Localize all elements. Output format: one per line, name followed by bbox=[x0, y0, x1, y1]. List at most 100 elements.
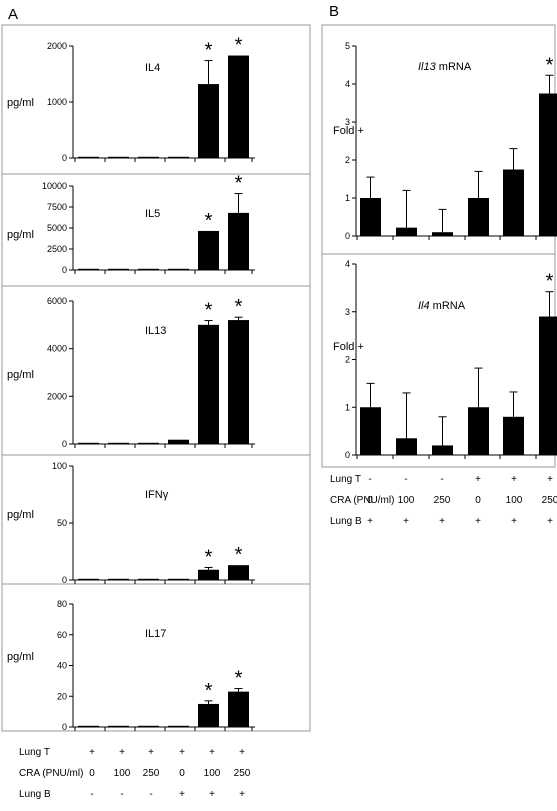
y-tick-label: 0 bbox=[62, 439, 67, 449]
condition-value: 250 bbox=[234, 768, 251, 779]
condition-value: 0 bbox=[367, 495, 373, 506]
bar bbox=[503, 169, 524, 236]
condition-value: - bbox=[440, 474, 443, 485]
y-tick-label: 5000 bbox=[47, 223, 67, 233]
significance-star: * bbox=[205, 546, 213, 568]
bar bbox=[539, 93, 557, 236]
condition-value: 0 bbox=[89, 768, 95, 779]
condition-table-a: Lung T + + + + + + CRA (PNU/ml) 0 100 250 0 100 250 Lu… bbox=[19, 747, 251, 800]
bar bbox=[503, 416, 524, 455]
y-tick-label: 1000 bbox=[47, 97, 67, 107]
y-axis-label: pg/ml bbox=[7, 97, 34, 109]
condition-value: 100 bbox=[204, 768, 221, 779]
condition-value: - bbox=[368, 474, 371, 485]
y-tick-label: 1 bbox=[345, 193, 350, 203]
bar bbox=[468, 198, 489, 236]
condition-value: + bbox=[475, 516, 481, 527]
bar bbox=[168, 578, 189, 580]
y-tick-label: 6000 bbox=[47, 296, 67, 306]
condition-value: - bbox=[149, 789, 152, 800]
y-tick-label: 5 bbox=[345, 41, 350, 51]
condition-value: + bbox=[475, 474, 481, 485]
condition-label: Lung T bbox=[19, 747, 50, 758]
significance-star: * bbox=[235, 173, 243, 195]
condition-value: + bbox=[367, 516, 373, 527]
bar bbox=[198, 703, 219, 727]
bar bbox=[108, 156, 129, 158]
y-tick-label: 0 bbox=[345, 231, 350, 241]
bar bbox=[432, 445, 453, 455]
condition-label: CRA (PNU/ml) bbox=[330, 495, 394, 506]
significance-star: * bbox=[205, 210, 213, 232]
condition-value: + bbox=[148, 747, 154, 758]
bar bbox=[138, 268, 159, 270]
y-tick-label: 3 bbox=[345, 117, 350, 127]
y-tick-label: 0 bbox=[62, 575, 67, 585]
condition-value: 250 bbox=[143, 768, 160, 779]
chart-6: 0 1 2 3 4 Il4 mRNA Fold + * bbox=[333, 259, 557, 460]
y-tick-label: 4 bbox=[345, 79, 350, 89]
chart-title: IL13 bbox=[145, 325, 166, 337]
chart-0: 0 1000 2000 IL4 pg/ml * * bbox=[7, 35, 255, 163]
significance-star: * bbox=[235, 296, 243, 318]
bar bbox=[360, 198, 381, 236]
condition-value: 100 bbox=[114, 768, 131, 779]
y-tick-label: 40 bbox=[57, 661, 67, 671]
bar bbox=[138, 725, 159, 727]
legends: Lung T + + + + + +CRA (PNU/ml) 0 100 250 0 100 250Lu… bbox=[19, 474, 557, 800]
chart-title: Il13 mRNA bbox=[418, 61, 472, 73]
bar bbox=[78, 442, 99, 444]
condition-value: 100 bbox=[398, 495, 415, 506]
bar bbox=[396, 227, 417, 236]
bar bbox=[138, 156, 159, 158]
y-axis-label: Fold + bbox=[333, 125, 364, 137]
y-tick-label: 2000 bbox=[47, 391, 67, 401]
condition-value: 0 bbox=[179, 768, 185, 779]
bar bbox=[228, 565, 249, 580]
condition-value: 100 bbox=[506, 495, 523, 506]
chart-title: IFNγ bbox=[145, 489, 169, 501]
chart-title: IL4 bbox=[145, 62, 160, 74]
bar bbox=[228, 212, 249, 270]
y-tick-label: 100 bbox=[52, 461, 67, 471]
significance-star: * bbox=[546, 271, 554, 293]
bar bbox=[78, 268, 99, 270]
bar bbox=[396, 438, 417, 455]
chart-5: 0 1 2 3 4 5 Il13 mRNA Fold + * bbox=[333, 41, 557, 241]
bar bbox=[138, 578, 159, 580]
condition-value: + bbox=[511, 474, 517, 485]
chart-2: 0 2000 4000 6000 IL13 pg/ml * * bbox=[7, 296, 255, 449]
condition-value: + bbox=[89, 747, 95, 758]
condition-value: + bbox=[119, 747, 125, 758]
y-tick-label: 10000 bbox=[42, 181, 67, 191]
condition-label: Lung B bbox=[330, 516, 362, 527]
y-tick-label: 4000 bbox=[47, 344, 67, 354]
y-axis-label: pg/ml bbox=[7, 229, 34, 241]
y-tick-label: 1 bbox=[345, 402, 350, 412]
y-tick-label: 80 bbox=[57, 599, 67, 609]
y-tick-label: 20 bbox=[57, 691, 67, 701]
chart-4: 0 20 40 60 80 IL17 pg/ml * * bbox=[7, 599, 255, 732]
chart-title-gene: Il13 bbox=[418, 61, 437, 73]
condition-value: 250 bbox=[434, 495, 451, 506]
condition-value: + bbox=[239, 747, 245, 758]
y-tick-label: 7500 bbox=[47, 202, 67, 212]
y-axis-label: Fold + bbox=[333, 341, 364, 353]
bar bbox=[108, 268, 129, 270]
bar bbox=[198, 569, 219, 580]
bar bbox=[198, 230, 219, 270]
condition-value: 0 bbox=[475, 495, 481, 506]
y-axis-label: pg/ml bbox=[7, 509, 34, 521]
significance-star: * bbox=[205, 680, 213, 702]
significance-star: * bbox=[235, 668, 243, 690]
significance-star: * bbox=[205, 40, 213, 62]
significance-star: * bbox=[205, 300, 213, 322]
bar bbox=[108, 442, 129, 444]
frame-il17 bbox=[1, 583, 311, 732]
condition-value: 250 bbox=[542, 495, 557, 506]
significance-star: * bbox=[235, 35, 243, 57]
y-tick-label: 0 bbox=[62, 265, 67, 275]
condition-value: + bbox=[403, 516, 409, 527]
bar bbox=[108, 578, 129, 580]
chart-title: IL5 bbox=[145, 208, 160, 220]
